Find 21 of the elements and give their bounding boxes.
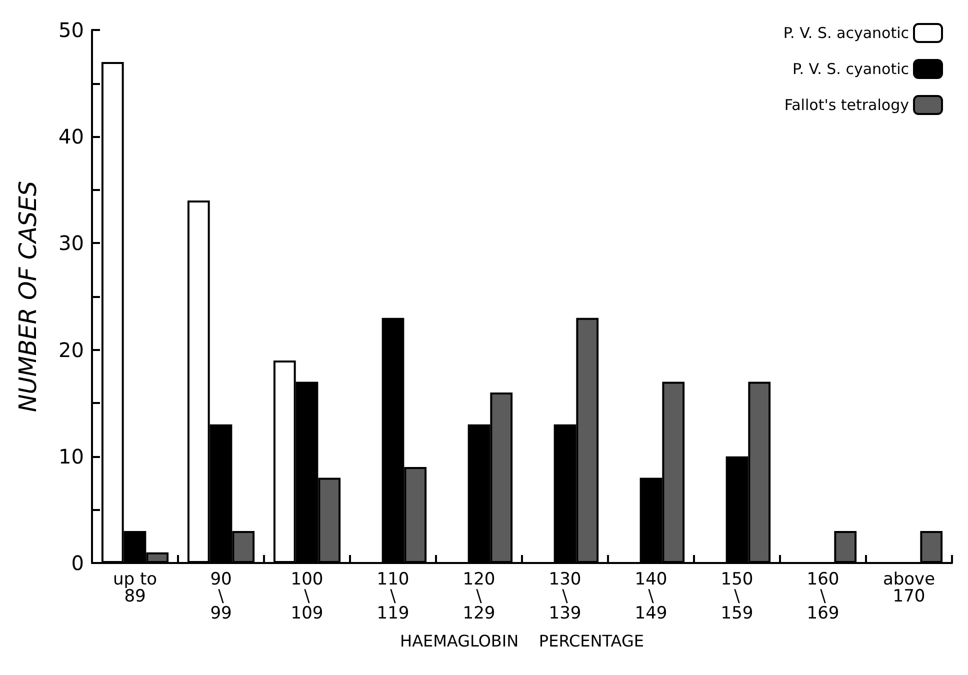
x-tick-label: 150 \ 159 [720, 570, 754, 624]
y-tick-label: 0 [71, 551, 84, 575]
x-axis-title: HAEMAGLOBIN PERCENTAGE [400, 632, 644, 650]
x-tick-label: 130 \ 139 [548, 570, 582, 624]
x-tick-label: above 170 [882, 570, 936, 606]
x-tick-label: 120 \ 129 [462, 570, 496, 624]
legend-label: Fallot's tetralogy [784, 96, 910, 114]
x-tick-label: 110 \ 119 [376, 570, 410, 624]
y-tick-label: 50 [58, 18, 84, 42]
legend-label: P. V. S. cyanotic [792, 60, 909, 78]
x-tick-label: up to 89 [112, 570, 158, 606]
legend-label: P. V. S. acyanotic [783, 24, 909, 42]
y-tick-label: 20 [58, 338, 84, 362]
x-tick-label: 100 \ 109 [290, 570, 324, 624]
x-tick-label: 90 \ 99 [210, 570, 232, 624]
x-tick-label: 160 \ 169 [806, 570, 840, 624]
y-tick-label: 30 [58, 231, 84, 256]
x-tick-label: 140 \ 149 [634, 570, 668, 624]
y-tick-label: 40 [58, 124, 84, 149]
y-tick-label: 10 [58, 444, 84, 468]
y-axis-title: NUMBER OF CASES [14, 180, 42, 412]
